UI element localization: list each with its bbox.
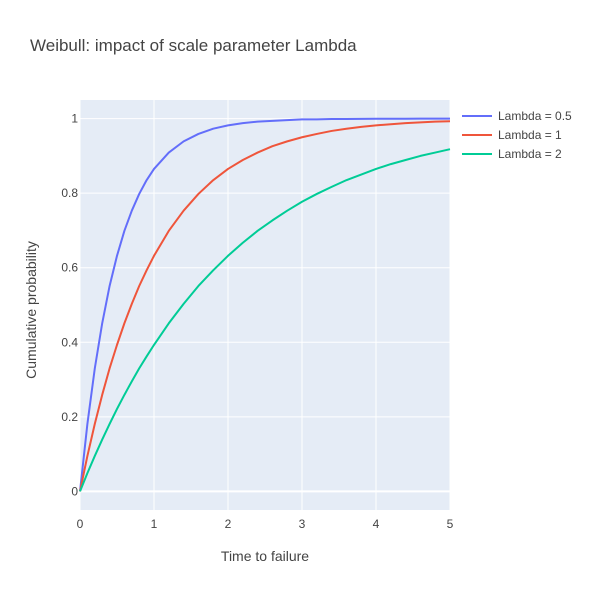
y-axis-ticks: 0 0.2 0.4 0.6 0.8 1 bbox=[61, 112, 78, 499]
x-tick-label: 0 bbox=[77, 517, 84, 531]
x-axis-title: Time to failure bbox=[221, 548, 309, 564]
x-tick-label: 5 bbox=[447, 517, 454, 531]
legend-label: Lambda = 2 bbox=[498, 147, 562, 161]
y-tick-label: 0.2 bbox=[61, 410, 78, 424]
plot-area bbox=[80, 100, 450, 510]
x-axis-ticks: 0 1 2 3 4 5 bbox=[77, 517, 454, 531]
y-tick-label: 0.6 bbox=[61, 261, 78, 275]
legend-item-3[interactable]: Lambda = 2 bbox=[462, 147, 562, 161]
series-line-3 bbox=[79, 148, 451, 492]
x-tick-label: 1 bbox=[151, 517, 158, 531]
series-lines bbox=[79, 117, 451, 492]
legend-item-1[interactable]: Lambda = 0.5 bbox=[462, 109, 572, 123]
legend[interactable]: Lambda = 0.5 Lambda = 1 Lambda = 2 bbox=[462, 109, 572, 161]
x-tick-label: 3 bbox=[299, 517, 306, 531]
y-tick-label: 0 bbox=[71, 484, 78, 498]
legend-label: Lambda = 1 bbox=[498, 128, 562, 142]
chart-title: Weibull: impact of scale parameter Lambd… bbox=[30, 36, 357, 55]
y-axis-title: Cumulative probability bbox=[23, 241, 39, 379]
series-line-2 bbox=[79, 120, 451, 492]
x-tick-label: 4 bbox=[373, 517, 380, 531]
legend-item-2[interactable]: Lambda = 1 bbox=[462, 128, 562, 142]
y-tick-label: 1 bbox=[71, 112, 78, 126]
y-tick-label: 0.8 bbox=[61, 186, 78, 200]
y-tick-label: 0.4 bbox=[61, 335, 78, 349]
series-line-1 bbox=[79, 117, 451, 492]
x-tick-label: 2 bbox=[225, 517, 232, 531]
legend-label: Lambda = 0.5 bbox=[498, 109, 572, 123]
